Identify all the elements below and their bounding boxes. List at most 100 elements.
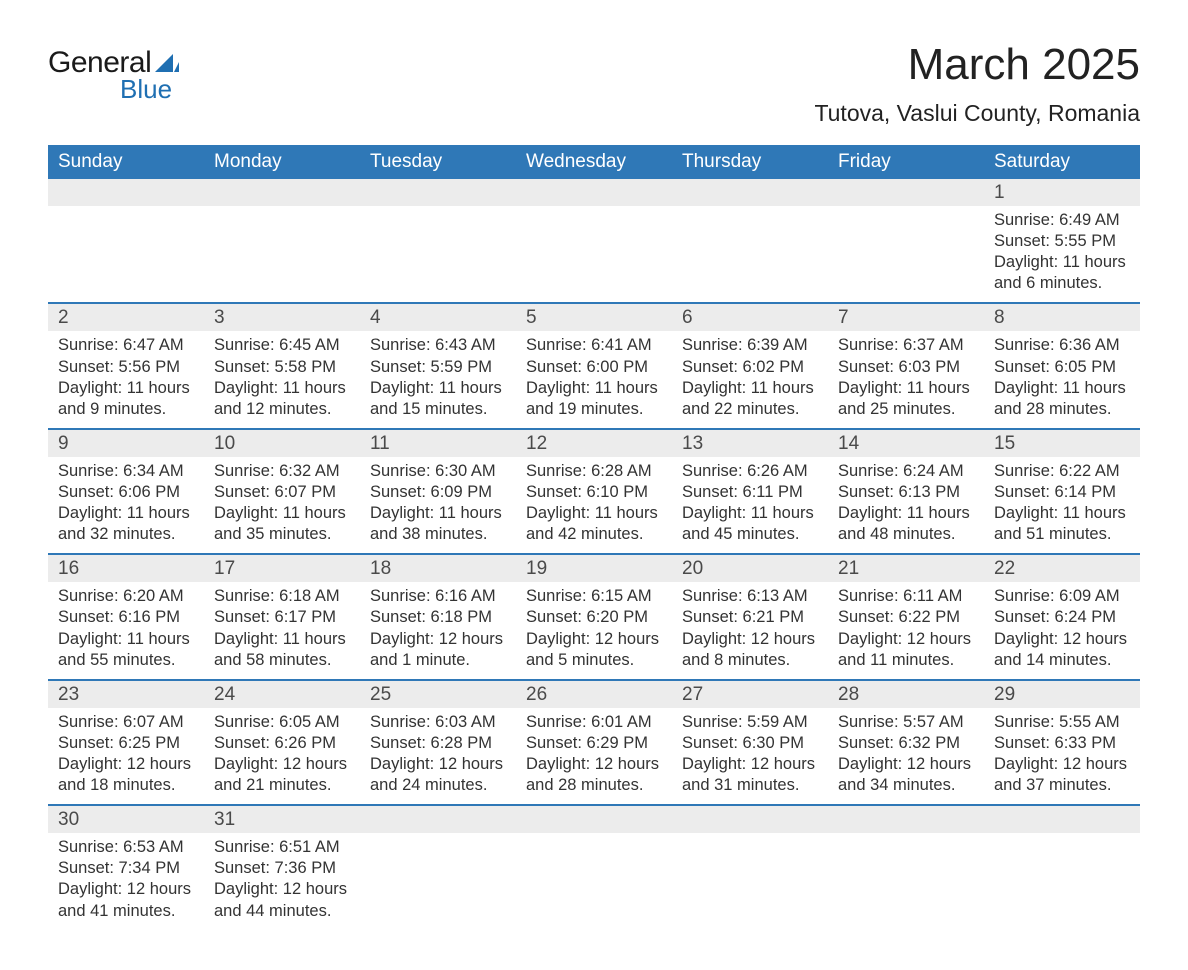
sunrise-text: Sunrise: 6:37 AM: [838, 335, 974, 356]
daylight-text: Daylight: 11 hours and 48 minutes.: [838, 503, 974, 545]
day-data-cell: Sunrise: 6:36 AMSunset: 6:05 PMDaylight:…: [984, 331, 1140, 428]
sunset-text: Sunset: 6:29 PM: [526, 733, 662, 754]
location-subtitle: Tutova, Vaslui County, Romania: [814, 100, 1140, 127]
sunset-text: Sunset: 6:13 PM: [838, 482, 974, 503]
sunrise-text: Sunrise: 6:43 AM: [370, 335, 506, 356]
sunset-text: Sunset: 5:59 PM: [370, 357, 506, 378]
sunset-text: Sunset: 5:55 PM: [994, 231, 1130, 252]
day-data-cell: Sunrise: 5:55 AMSunset: 6:33 PMDaylight:…: [984, 708, 1140, 805]
daylight-text: Daylight: 11 hours and 25 minutes.: [838, 378, 974, 420]
day-data-cell: [828, 833, 984, 929]
day-number-cell: 21: [828, 554, 984, 582]
sunset-text: Sunset: 6:25 PM: [58, 733, 194, 754]
sunrise-text: Sunrise: 6:15 AM: [526, 586, 662, 607]
sunrise-text: Sunrise: 6:45 AM: [214, 335, 350, 356]
sunrise-text: Sunrise: 5:57 AM: [838, 712, 974, 733]
day-number-cell: [360, 179, 516, 206]
day-data-cell: Sunrise: 6:16 AMSunset: 6:18 PMDaylight:…: [360, 582, 516, 679]
day-data-cell: Sunrise: 6:15 AMSunset: 6:20 PMDaylight:…: [516, 582, 672, 679]
day-data-cell: [516, 833, 672, 929]
sunrise-text: Sunrise: 6:11 AM: [838, 586, 974, 607]
day-data-cell: Sunrise: 6:13 AMSunset: 6:21 PMDaylight:…: [672, 582, 828, 679]
daylight-text: Daylight: 11 hours and 15 minutes.: [370, 378, 506, 420]
day-number-cell: 27: [672, 680, 828, 708]
sunrise-text: Sunrise: 6:05 AM: [214, 712, 350, 733]
day-number-cell: 17: [204, 554, 360, 582]
day-data-cell: Sunrise: 5:57 AMSunset: 6:32 PMDaylight:…: [828, 708, 984, 805]
sunset-text: Sunset: 6:05 PM: [994, 357, 1130, 378]
day-data-cell: [984, 833, 1140, 929]
day-data-cell: Sunrise: 6:26 AMSunset: 6:11 PMDaylight:…: [672, 457, 828, 554]
daylight-text: Daylight: 11 hours and 32 minutes.: [58, 503, 194, 545]
sunset-text: Sunset: 6:18 PM: [370, 607, 506, 628]
sunrise-text: Sunrise: 6:24 AM: [838, 461, 974, 482]
day-number-cell: 7: [828, 303, 984, 331]
weekday-header: Friday: [828, 145, 984, 179]
sunrise-text: Sunrise: 5:59 AM: [682, 712, 818, 733]
day-number-cell: 4: [360, 303, 516, 331]
sunrise-text: Sunrise: 6:03 AM: [370, 712, 506, 733]
weekday-header: Tuesday: [360, 145, 516, 179]
day-number-cell: 24: [204, 680, 360, 708]
daylight-text: Daylight: 11 hours and 9 minutes.: [58, 378, 194, 420]
sunrise-text: Sunrise: 6:01 AM: [526, 712, 662, 733]
day-number-cell: 29: [984, 680, 1140, 708]
header: General Blue March 2025 Tutova, Vaslui C…: [48, 40, 1140, 127]
daylight-text: Daylight: 12 hours and 21 minutes.: [214, 754, 350, 796]
daynum-row: 23242526272829: [48, 680, 1140, 708]
daylight-text: Daylight: 12 hours and 44 minutes.: [214, 879, 350, 921]
day-number-cell: 14: [828, 429, 984, 457]
daylight-text: Daylight: 11 hours and 19 minutes.: [526, 378, 662, 420]
brand-logo: General Blue: [48, 46, 179, 105]
day-number-cell: 13: [672, 429, 828, 457]
day-number-cell: [984, 805, 1140, 833]
weekday-header: Saturday: [984, 145, 1140, 179]
sunset-text: Sunset: 6:21 PM: [682, 607, 818, 628]
day-data-cell: [828, 206, 984, 303]
sunset-text: Sunset: 6:30 PM: [682, 733, 818, 754]
daylight-text: Daylight: 12 hours and 5 minutes.: [526, 629, 662, 671]
daylight-text: Daylight: 11 hours and 58 minutes.: [214, 629, 350, 671]
sunrise-text: Sunrise: 6:30 AM: [370, 461, 506, 482]
day-data-cell: Sunrise: 5:59 AMSunset: 6:30 PMDaylight:…: [672, 708, 828, 805]
day-data-cell: Sunrise: 6:24 AMSunset: 6:13 PMDaylight:…: [828, 457, 984, 554]
day-number-cell: [828, 805, 984, 833]
daylight-text: Daylight: 11 hours and 28 minutes.: [994, 378, 1130, 420]
sunrise-text: Sunrise: 6:39 AM: [682, 335, 818, 356]
weekday-header: Thursday: [672, 145, 828, 179]
sunset-text: Sunset: 5:58 PM: [214, 357, 350, 378]
day-number-cell: 20: [672, 554, 828, 582]
sail-icon: [155, 52, 179, 72]
day-data-cell: Sunrise: 6:20 AMSunset: 6:16 PMDaylight:…: [48, 582, 204, 679]
sunset-text: Sunset: 6:32 PM: [838, 733, 974, 754]
day-number-cell: 22: [984, 554, 1140, 582]
day-number-cell: [48, 179, 204, 206]
daylight-text: Daylight: 12 hours and 1 minute.: [370, 629, 506, 671]
weekday-header-row: Sunday Monday Tuesday Wednesday Thursday…: [48, 145, 1140, 179]
day-number-cell: 31: [204, 805, 360, 833]
day-number-cell: 26: [516, 680, 672, 708]
day-data-cell: Sunrise: 6:09 AMSunset: 6:24 PMDaylight:…: [984, 582, 1140, 679]
day-data-cell: [48, 206, 204, 303]
sunset-text: Sunset: 6:22 PM: [838, 607, 974, 628]
daynum-row: 2345678: [48, 303, 1140, 331]
day-number-cell: 6: [672, 303, 828, 331]
day-number-cell: 23: [48, 680, 204, 708]
day-number-cell: 18: [360, 554, 516, 582]
daylight-text: Daylight: 11 hours and 38 minutes.: [370, 503, 506, 545]
sunrise-text: Sunrise: 6:34 AM: [58, 461, 194, 482]
sunrise-text: Sunrise: 6:22 AM: [994, 461, 1130, 482]
daylight-text: Daylight: 11 hours and 51 minutes.: [994, 503, 1130, 545]
daylight-text: Daylight: 11 hours and 42 minutes.: [526, 503, 662, 545]
day-number-cell: 9: [48, 429, 204, 457]
daylight-text: Daylight: 12 hours and 8 minutes.: [682, 629, 818, 671]
day-number-cell: 19: [516, 554, 672, 582]
sunrise-text: Sunrise: 6:53 AM: [58, 837, 194, 858]
day-data-cell: [516, 206, 672, 303]
day-data-cell: Sunrise: 6:47 AMSunset: 5:56 PMDaylight:…: [48, 331, 204, 428]
daylight-text: Daylight: 12 hours and 14 minutes.: [994, 629, 1130, 671]
day-data-cell: [204, 206, 360, 303]
daylight-text: Daylight: 12 hours and 31 minutes.: [682, 754, 818, 796]
data-row: Sunrise: 6:34 AMSunset: 6:06 PMDaylight:…: [48, 457, 1140, 554]
day-data-cell: Sunrise: 6:18 AMSunset: 6:17 PMDaylight:…: [204, 582, 360, 679]
